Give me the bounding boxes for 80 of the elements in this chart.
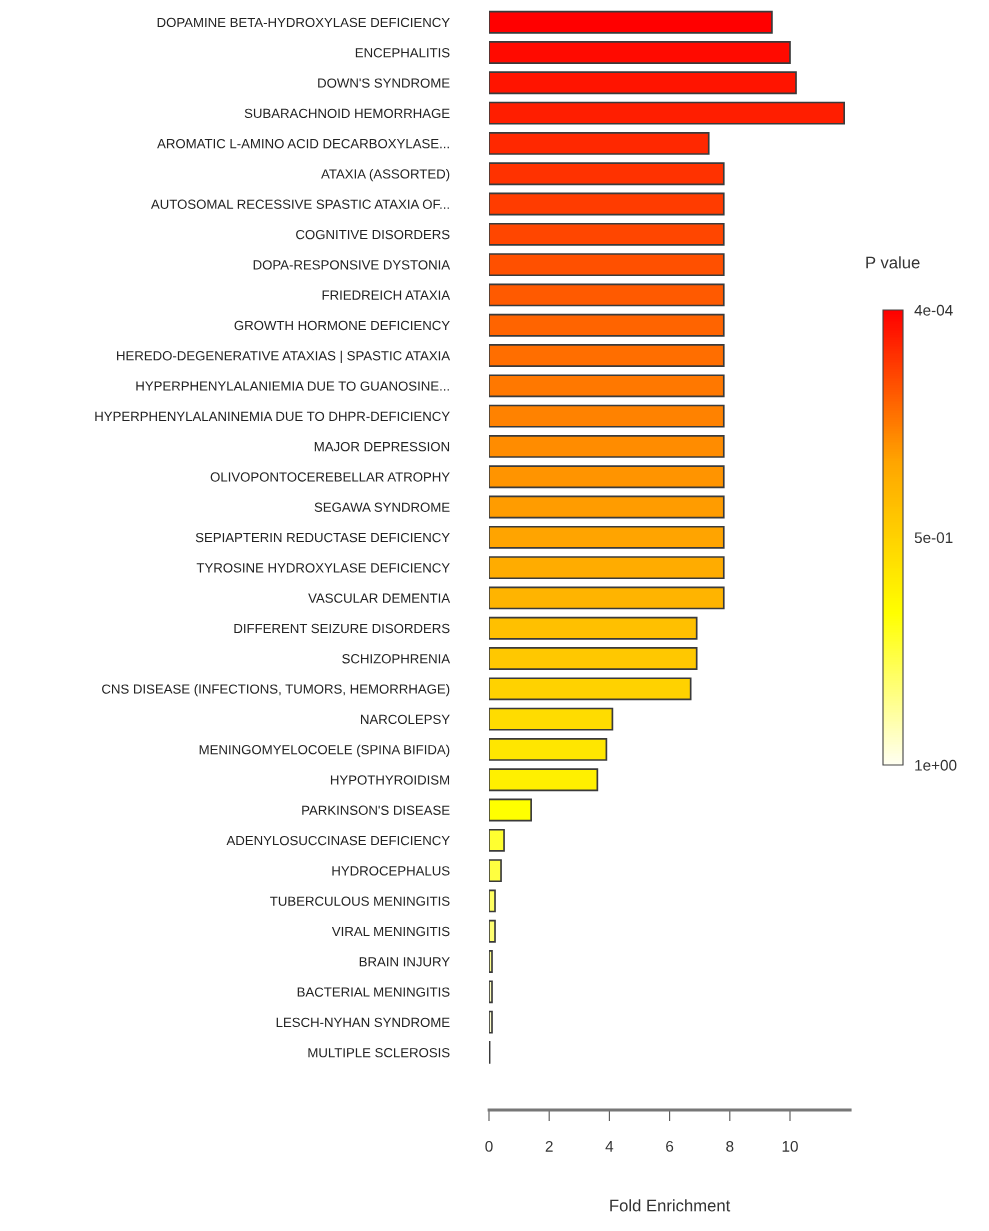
y-tick-label: DIFFERENT SEIZURE DISORDERS <box>234 623 450 634</box>
y-tick-label: NARCOLEPSY <box>361 714 450 725</box>
y-tick-label: HYDROCEPHALUS <box>332 866 450 876</box>
bar <box>489 737 608 761</box>
y-tick-label: TUBERCULOUS MENINGITIS <box>270 896 450 906</box>
x-tick-label: 8 <box>726 1140 734 1152</box>
y-tick-label: MENINGOMYELOCOELE (SPINA BIFIDA) <box>199 744 450 757</box>
bar <box>489 1010 493 1034</box>
y-tick-label: LESCH-NYHAN SYNDROME <box>276 1017 450 1028</box>
bar <box>489 525 725 549</box>
y-tick-label: SEGAWA SYNDROME <box>314 502 450 512</box>
bar <box>489 677 692 701</box>
bar <box>489 647 698 670</box>
bar <box>489 889 496 913</box>
bar <box>489 798 532 822</box>
y-tick-label: HYPERPHENYLALANINEMIA DUE TO DHPR-DEFICIENCY <box>95 411 450 422</box>
x-tick-label: 6 <box>666 1140 674 1152</box>
y-tick-label: DOWN'S SYNDROME <box>318 78 450 88</box>
bar <box>489 404 725 428</box>
bar <box>489 374 725 398</box>
bar <box>489 950 493 973</box>
y-tick-label: HYPOTHYROIDISM <box>330 775 450 785</box>
y-tick-label: BRAIN INJURY <box>359 957 450 967</box>
y-tick-label: ADENYLOSUCCINASE DEFICIENCY <box>226 835 450 846</box>
bar <box>489 41 791 64</box>
bar <box>489 828 505 852</box>
bar <box>489 283 725 307</box>
bar <box>489 101 846 125</box>
color-bar-label: 4e-04 <box>914 304 953 316</box>
y-tick-label: OLIVOPONTOCEREBELLAR ATROPHY <box>210 472 450 482</box>
bar <box>489 162 725 186</box>
bar <box>489 434 725 458</box>
y-tick-label: ENCEPHALITIS <box>355 48 450 58</box>
color-bar-label: 5e-01 <box>914 532 953 544</box>
y-tick-label: VASCULAR DEMENTIA <box>308 593 451 603</box>
y-tick-label: HYPERPHENYLALANIEMIA DUE TO GUANOSINE... <box>136 381 449 391</box>
bar <box>489 131 710 155</box>
bar <box>489 222 725 246</box>
y-tick-label: AROMATIC L-AMINO ACID DECARBOXYLASE... <box>157 138 449 149</box>
x-tick-label: 0 <box>485 1140 493 1152</box>
bar <box>489 495 725 519</box>
bar <box>489 344 725 367</box>
x-axis-title: Fold Enrichment <box>610 1199 731 1212</box>
bar <box>489 616 698 640</box>
y-tick-label: PARKINSON'S DISEASE <box>302 805 450 815</box>
y-tick-label: ATAXIA (ASSORTED) <box>321 168 450 182</box>
bar <box>489 980 493 1004</box>
y-tick-label: GROWTH HORMONE DEFICIENCY <box>234 320 450 331</box>
bar <box>489 556 725 580</box>
y-tick-label: FRIEDREICH ATAXIA <box>322 290 451 300</box>
bar <box>489 313 725 337</box>
y-tick-label: VIRAL MENINGITIS <box>331 926 450 937</box>
bar <box>489 192 725 216</box>
color-bar-title: P value <box>866 256 920 269</box>
y-tick-label: CNS DISEASE (INFECTIONS, TUMORS, HEMORRHAGE) <box>102 684 450 697</box>
y-tick-label: BACTERIAL MENINGITIS <box>297 987 450 997</box>
bar <box>489 707 614 731</box>
x-tick-label: 10 <box>782 1140 798 1152</box>
y-tick-label: AUTOSOMAL RECESSIVE SPASTIC ATAXIA OF... <box>150 199 449 209</box>
y-tick-label: SUBARACHNOID HEMORRHAGE <box>244 108 450 119</box>
y-tick-label: HEREDO-DEGENERATIVE ATAXIAS | SPASTIC ATAXIA <box>117 350 451 364</box>
y-tick-label: TYROSINE HYDROXYLASE DEFICIENCY <box>196 563 450 573</box>
x-tick-label: 2 <box>545 1140 553 1152</box>
x-tick-label: 4 <box>605 1141 614 1152</box>
bar <box>489 859 502 883</box>
y-tick-label: MULTIPLE SCLEROSIS <box>308 1048 450 1058</box>
y-tick-label: SCHIZOPHRENIA <box>342 654 451 664</box>
bar <box>489 768 599 792</box>
y-tick-label: MAJOR DEPRESSION <box>314 441 450 452</box>
color-bar-label: 1e+00 <box>915 759 957 771</box>
y-tick-label: DOPAMINE BETA-HYDROXYLASE DEFICIENCY <box>157 17 450 28</box>
bar <box>489 919 496 943</box>
y-tick-label: COGNITIVE DISORDERS <box>296 229 450 240</box>
bar <box>489 253 725 277</box>
bar <box>489 10 773 34</box>
y-tick-label: DOPA-RESPONSIVE DYSTONIA <box>253 260 451 270</box>
bar <box>489 71 797 95</box>
bar <box>489 586 725 610</box>
bar <box>489 465 725 489</box>
y-tick-label: SEPIAPTERIN REDUCTASE DEFICIENCY <box>195 532 450 543</box>
